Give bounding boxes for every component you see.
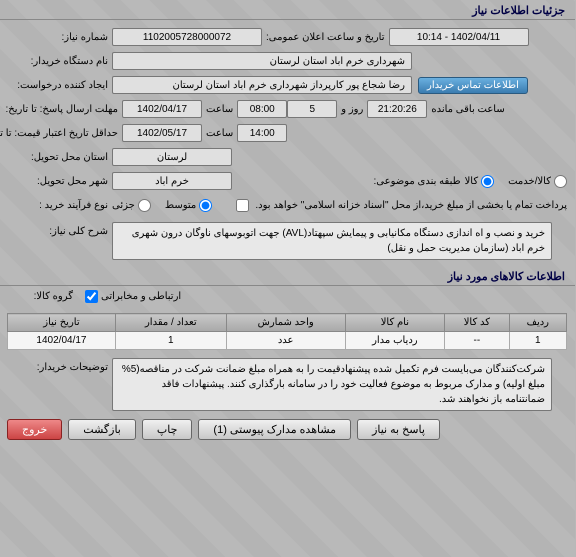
goods-group-label: گروه کالا: — [8, 291, 78, 302]
buyer-org: شهرداری خرم اباد استان لرستان — [113, 52, 413, 70]
city: خرم اباد — [113, 172, 233, 190]
th-name: نام کالا — [346, 314, 446, 332]
goods-group-checkbox[interactable] — [86, 290, 99, 303]
payment-checkbox[interactable] — [237, 199, 250, 212]
days-left: 5 — [288, 100, 338, 118]
announce-datetime-label: تاریخ و ساعت اعلان عمومی: — [263, 32, 390, 43]
section-need-info: جزئیات اطلاعات نیاز — [0, 0, 576, 20]
valid-time: 14:00 — [238, 124, 288, 142]
reply-date: 1402/04/17 — [123, 100, 203, 118]
process-label: نوع فرآیند خرید : — [8, 200, 113, 211]
process-small-label: جزئی — [113, 200, 136, 211]
need-number: 1102005728000072 — [113, 28, 263, 46]
exit-button[interactable]: خروج — [8, 419, 63, 440]
category-service-radio[interactable] — [555, 175, 568, 188]
print-button[interactable]: چاپ — [143, 419, 194, 440]
contact-buyer-button[interactable]: اطلاعات تماس خریدار — [419, 77, 529, 94]
td-qty: 1 — [116, 332, 227, 350]
attachments-button[interactable]: مشاهده مدارک پیوستی (1) — [199, 419, 352, 440]
province-label: استان محل تحویل: — [8, 152, 113, 163]
process-medium-label: متوسط — [166, 200, 197, 211]
day-and-label: روز و — [338, 104, 368, 115]
valid-until-label: حداقل تاریخ اعتبار قیمت: تا تاریخ: — [8, 128, 123, 139]
buyer-notes: شرکت‌کنندگان می‌بایست فرم تکمیل شده پیشن… — [113, 358, 553, 411]
requester: رضا شجاع پور کارپرداز شهرداری خرم اباد ا… — [113, 76, 413, 94]
city-label: شهر محل تحویل: — [8, 176, 113, 187]
process-small-radio[interactable] — [139, 199, 152, 212]
td-name: ردیاب مدار — [346, 332, 446, 350]
category-label: طبقه بندی موضوعی: — [366, 176, 466, 187]
process-medium-radio[interactable] — [200, 199, 213, 212]
reply-button[interactable]: پاسخ به نیاز — [358, 419, 441, 440]
category-goods-label: کالا — [466, 176, 480, 187]
th-qty: تعداد / مقدار — [116, 314, 227, 332]
td-unit: عدد — [227, 332, 346, 350]
back-button[interactable]: بازگشت — [69, 419, 137, 440]
category-goods-radio[interactable] — [482, 175, 495, 188]
announce-datetime: 1402/04/11 - 10:14 — [390, 28, 530, 46]
general-description: خرید و نصب و اه اندازی دستگاه مکانیابی و… — [113, 222, 553, 260]
td-code: -- — [446, 332, 510, 350]
th-unit: واحد شمارش — [227, 314, 346, 332]
remain-time: 21:20:26 — [368, 100, 428, 118]
hour-label-2: ساعت — [203, 128, 238, 139]
reply-time: 08:00 — [238, 100, 288, 118]
general-desc-label: شرح کلی نیاز: — [8, 222, 113, 237]
td-date: 1402/04/17 — [9, 332, 117, 350]
buyer-notes-label: توضیحات خریدار: — [8, 358, 113, 373]
hour-label-1: ساعت — [203, 104, 238, 115]
need-number-label: شماره نیاز: — [8, 32, 113, 43]
goods-group-value: ارتباطی و مخابراتی — [102, 291, 182, 302]
requester-label: ایجاد کننده درخواست: — [8, 80, 113, 91]
category-service-label: کالا/خدمت — [509, 176, 552, 187]
td-row: 1 — [510, 332, 567, 350]
th-row: ردیف — [510, 314, 567, 332]
section-goods-info: اطلاعات کالاهای مورد نیاز — [0, 266, 576, 286]
process-group: متوسط جزئی — [113, 199, 213, 212]
goods-table: ردیف کد کالا نام کالا واحد شمارش تعداد /… — [8, 313, 568, 350]
reply-deadline-label: مهلت ارسال پاسخ: تا تاریخ: — [8, 104, 123, 115]
th-code: کد کالا — [446, 314, 510, 332]
buyer-org-label: نام دستگاه خریدار: — [8, 56, 113, 67]
table-row[interactable]: 1 -- ردیاب مدار عدد 1 1402/04/17 — [9, 332, 568, 350]
payment-note: پرداخت تمام یا بخشی از مبلغ خرید،از محل … — [256, 200, 568, 211]
category-group: کالا/خدمت کالا — [466, 175, 568, 188]
valid-date: 1402/05/17 — [123, 124, 203, 142]
remaining-label: ساعت باقی مانده — [428, 104, 509, 115]
province: لرستان — [113, 148, 233, 166]
th-date: تاریخ نیاز — [9, 314, 117, 332]
